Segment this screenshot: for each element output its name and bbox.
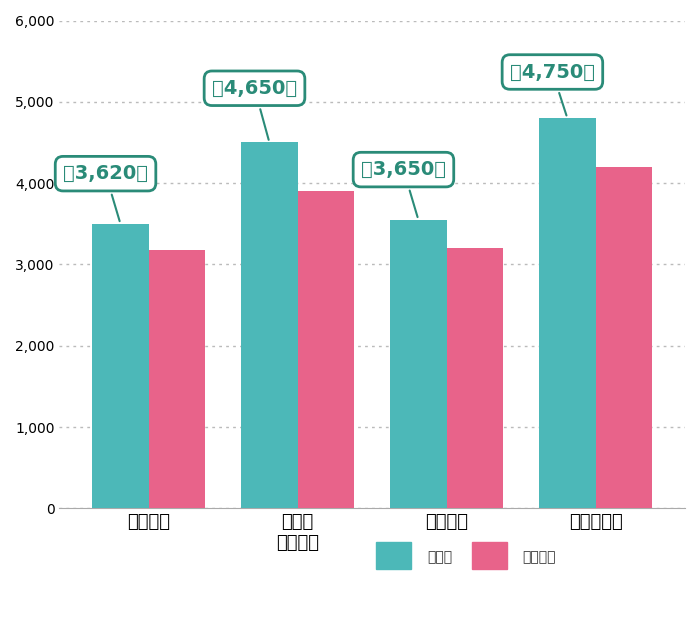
Bar [92,224,148,508]
Text: 約4,650万: 約4,650万 [212,79,297,140]
Text: 約4,750万: 約4,750万 [510,62,595,116]
Bar [390,220,447,508]
Bar [298,191,354,508]
Text: 約3,650万: 約3,650万 [361,160,446,217]
Bar [148,250,205,508]
Bar [241,143,298,508]
Bar [447,248,503,508]
Legend: 首都圈, 全国平均: 首都圈, 全国平均 [369,534,564,577]
Text: 約3,620万: 約3,620万 [63,164,148,221]
Bar [539,118,596,508]
Bar [596,167,652,508]
